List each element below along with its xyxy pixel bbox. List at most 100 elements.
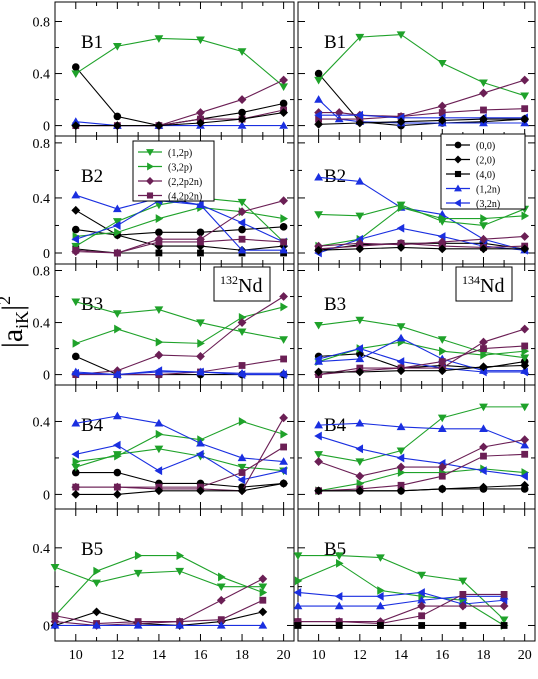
series-line: [318, 337, 525, 372]
data-point: [520, 367, 528, 377]
data-point: [237, 486, 247, 496]
data-point: [279, 292, 289, 301]
data-point: [71, 70, 81, 78]
data-point: [258, 574, 268, 584]
legend-marker: [146, 177, 154, 185]
data-point: [238, 225, 246, 234]
data-point: [196, 319, 205, 327]
data-point: [71, 449, 79, 459]
data-point: [279, 223, 288, 231]
x-tick-label: 10: [312, 648, 326, 663]
data-point: [334, 601, 344, 610]
panel-frame: [54, 508, 295, 642]
data-point: [71, 468, 80, 477]
series-3-2n: [293, 588, 508, 609]
data-point: [237, 318, 247, 327]
x-tick-label: 10: [69, 648, 83, 663]
series-line: [298, 555, 505, 621]
data-point: [500, 622, 508, 629]
data-point: [355, 244, 365, 254]
data-point: [520, 361, 530, 370]
data-point: [218, 572, 226, 582]
data-point: [280, 443, 288, 451]
panel-frame: [297, 508, 536, 642]
series-line: [75, 446, 284, 488]
series-1-2p: [314, 403, 530, 466]
data-point: [396, 357, 405, 366]
data-point: [114, 227, 122, 237]
data-point: [459, 591, 467, 598]
data-point: [72, 246, 80, 254]
legend-marker: [146, 149, 154, 156]
data-point: [113, 468, 122, 477]
data-point: [71, 463, 81, 472]
series-1-2n: [314, 418, 530, 449]
legend-marker: [454, 141, 462, 149]
data-point: [479, 337, 488, 347]
legend-item: (1,2p): [138, 148, 192, 159]
y-tick-label: 0.4: [33, 192, 51, 207]
data-point: [237, 245, 247, 254]
series-line: [318, 364, 525, 373]
panel-b4-right: B4: [297, 384, 536, 510]
data-point: [314, 76, 324, 85]
series-3-2n: [314, 223, 528, 258]
y-axis: 00.4: [33, 415, 294, 503]
series-3-2p: [72, 417, 289, 466]
legend-item: (3,2p): [138, 163, 192, 174]
data-point: [480, 350, 488, 360]
data-point: [397, 468, 406, 477]
data-point: [314, 95, 324, 103]
data-point: [521, 342, 529, 350]
data-point: [279, 466, 287, 476]
data-point: [92, 607, 101, 617]
series-4-2p2n: [72, 235, 288, 257]
legend-label: (3,2n): [476, 199, 500, 210]
data-point: [71, 368, 79, 378]
data-point: [437, 237, 447, 247]
data-point: [314, 431, 322, 441]
data-point: [279, 479, 289, 488]
data-point: [114, 451, 122, 461]
data-point: [334, 552, 344, 560]
data-point: [238, 235, 246, 243]
series-line: [75, 471, 284, 488]
x-axis: [54, 385, 285, 509]
data-point: [92, 621, 101, 629]
data-point: [355, 458, 365, 466]
data-point: [417, 588, 425, 597]
data-point: [154, 306, 164, 314]
series-line: [75, 209, 284, 251]
row-label: B3: [324, 294, 346, 315]
data-point: [112, 411, 122, 420]
data-point: [155, 249, 163, 257]
series-line: [75, 37, 284, 87]
legend-marker: [454, 184, 462, 192]
data-point: [133, 569, 143, 578]
data-point: [154, 35, 164, 43]
data-point: [520, 324, 530, 334]
data-point: [112, 204, 122, 213]
data-point: [479, 222, 488, 230]
data-point: [237, 328, 247, 337]
data-point: [154, 241, 164, 251]
x-axis: [297, 264, 526, 385]
y-tick-label: 0.4: [33, 68, 51, 83]
series-line: [318, 33, 525, 97]
data-point: [50, 621, 60, 629]
series-line: [75, 415, 284, 463]
data-point: [438, 358, 446, 365]
data-point: [113, 483, 121, 491]
data-point: [155, 429, 164, 439]
data-point: [355, 118, 365, 128]
data-point: [437, 424, 447, 432]
data-point: [437, 244, 447, 254]
legend-item: (0,0): [446, 141, 495, 152]
series-line: [75, 448, 284, 472]
y-axis: 0 0.4 0.8: [33, 265, 294, 384]
data-point: [280, 214, 289, 223]
data-point: [112, 440, 121, 450]
data-point: [196, 367, 204, 377]
x-tick-label: 18: [476, 648, 490, 663]
data-point: [196, 200, 204, 210]
